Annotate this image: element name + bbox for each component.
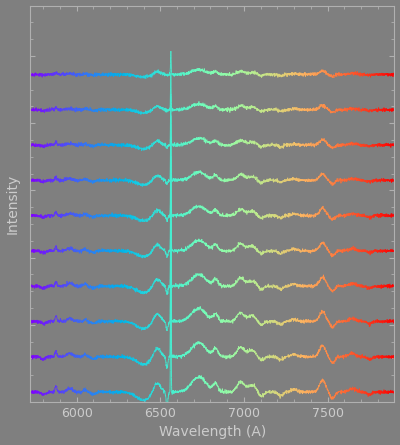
X-axis label: Wavelength (A): Wavelength (A) — [158, 425, 266, 440]
Y-axis label: Intensity: Intensity — [6, 174, 20, 234]
